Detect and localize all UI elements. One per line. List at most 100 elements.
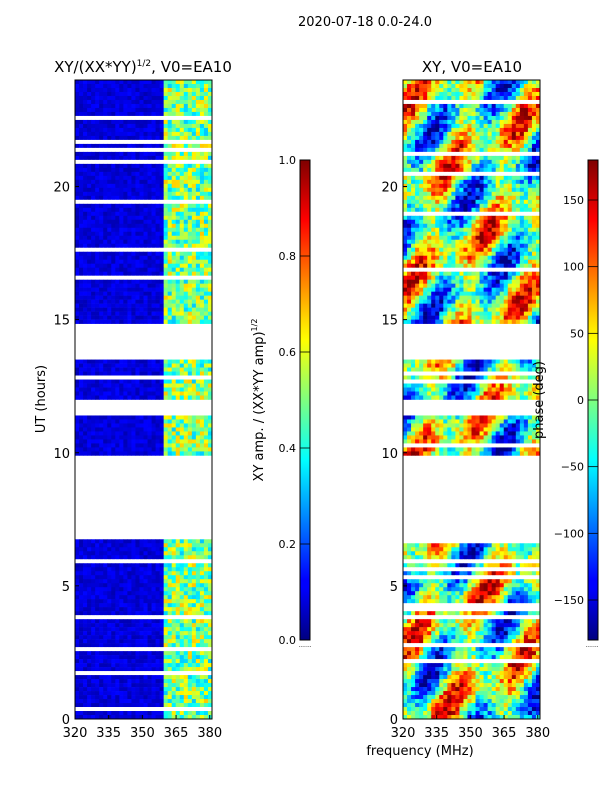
heatmap-cell: [155, 379, 161, 384]
heatmap-cell: [107, 107, 112, 113]
heatmap-cell: [443, 99, 448, 105]
heatmap-cell: [191, 699, 197, 704]
heatmap-cell: [187, 227, 193, 233]
heatmap-cell: [203, 643, 209, 648]
heatmap-cell: [179, 211, 185, 217]
heatmap-cell: [99, 595, 104, 600]
heatmap-cell: [127, 607, 132, 612]
heatmap-cell: [91, 267, 96, 272]
heatmap-cell: [155, 567, 161, 572]
heatmap-cell: [199, 203, 205, 209]
heatmap-cell: [131, 603, 136, 608]
heatmap-cell: [151, 219, 156, 225]
heatmap-cell: [427, 115, 432, 121]
heatmap-cell: [151, 315, 156, 320]
heatmap-cell: [79, 379, 84, 384]
heatmap-cell: [495, 139, 501, 145]
heatmap-cell: [199, 279, 205, 284]
heatmap-cell: [147, 375, 152, 380]
heatmap-cell: [107, 443, 112, 448]
heatmap-cell: [131, 639, 136, 644]
heatmap-cell: [159, 187, 165, 193]
heatmap-cell: [207, 211, 213, 217]
heatmap-cell: [127, 611, 132, 616]
heatmap-cell: [527, 115, 533, 121]
heatmap-cell: [171, 223, 177, 229]
heatmap-cell: [195, 191, 201, 197]
heatmap-cell: [191, 611, 197, 616]
heatmap-cell: [75, 439, 80, 444]
heatmap-cell: [103, 159, 108, 165]
x-tick-label: 335: [96, 726, 121, 741]
heatmap-cell: [83, 555, 88, 560]
heatmap-cell: [75, 359, 80, 364]
heatmap-cell: [207, 651, 213, 656]
heatmap-cell: [459, 119, 464, 125]
heatmap-cell: [107, 635, 112, 640]
heatmap-cell: [187, 607, 193, 612]
heatmap-cell: [187, 699, 193, 704]
heatmap-cell: [135, 91, 140, 97]
heatmap-cell: [207, 127, 213, 133]
heatmap-cell: [179, 575, 185, 580]
heatmap-cell: [151, 587, 156, 592]
heatmap-cell: [147, 555, 152, 560]
heatmap-cell: [143, 223, 148, 229]
heatmap-cell: [207, 587, 213, 592]
heatmap-cell: [163, 563, 169, 568]
heatmap-cell: [83, 371, 88, 376]
heatmap-cell: [199, 419, 205, 424]
heatmap-cell: [203, 227, 209, 233]
heatmap-cell: [187, 259, 193, 265]
heatmap-cell: [155, 147, 161, 153]
heatmap-cell: [195, 139, 201, 145]
heatmap-cell: [195, 599, 201, 604]
heatmap-cell: [115, 427, 120, 432]
heatmap-cell: [147, 95, 152, 101]
heatmap-cell: [195, 111, 201, 117]
heatmap-cell: [99, 383, 104, 388]
heatmap-cell: [115, 707, 120, 712]
heatmap-cell: [143, 287, 148, 292]
heatmap-cell: [183, 207, 189, 213]
heatmap-cell: [167, 239, 173, 245]
heatmap-cell: [79, 631, 84, 636]
heatmap-cell: [183, 575, 189, 580]
heatmap-cell: [131, 419, 136, 424]
heatmap-cell: [407, 99, 412, 105]
heatmap-cell: [115, 367, 120, 372]
heatmap-cell: [163, 155, 169, 161]
heatmap-cell: [483, 119, 489, 125]
heatmap-cell: [91, 367, 96, 372]
heatmap-cell: [167, 711, 173, 716]
heatmap-cell: [479, 147, 484, 153]
heatmap-cell: [171, 423, 177, 428]
heatmap-cell: [147, 699, 152, 704]
heatmap-cell: [167, 391, 173, 396]
heatmap-cell: [155, 207, 161, 213]
heatmap-cell: [195, 703, 201, 708]
heatmap-cell: [171, 383, 177, 388]
heatmap-cell: [167, 427, 173, 432]
heatmap-cell: [195, 695, 201, 700]
heatmap-cell: [107, 80, 112, 85]
heatmap-cell: [439, 107, 444, 113]
heatmap-cell: [151, 247, 156, 253]
heatmap-cell: [115, 611, 120, 616]
heatmap-cell: [155, 627, 161, 632]
heatmap-cell: [123, 451, 128, 456]
heatmap-cell: [207, 187, 213, 193]
heatmap-cell: [531, 147, 537, 153]
heatmap-cell: [87, 123, 92, 129]
heatmap-cell: [183, 287, 189, 292]
heatmap-cell: [419, 147, 424, 153]
heatmap-cell: [147, 191, 152, 197]
heatmap-cell: [147, 295, 152, 300]
heatmap-cell: [159, 87, 165, 93]
heatmap-cell: [107, 195, 112, 201]
heatmap-cell: [75, 307, 80, 312]
heatmap-cell: [163, 711, 169, 716]
heatmap-cell: [103, 291, 108, 296]
heatmap-cell: [531, 95, 537, 101]
heatmap-cell: [143, 683, 148, 688]
